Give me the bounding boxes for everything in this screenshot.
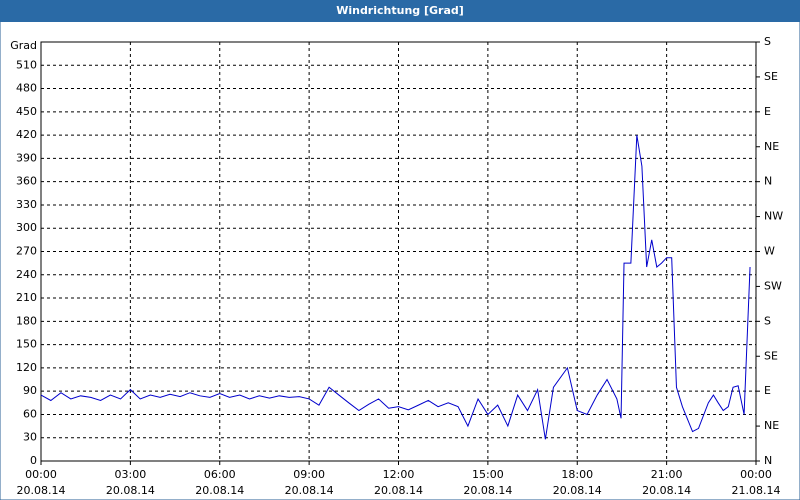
y-tick-label: 240 bbox=[16, 268, 37, 281]
y-tick-label: 150 bbox=[16, 338, 37, 351]
x-tick-label: 20.08.14 bbox=[374, 484, 423, 497]
y2-tick-label: S bbox=[764, 314, 771, 327]
y2-tick-label: W bbox=[764, 245, 775, 258]
y2-tick-label: SE bbox=[764, 70, 778, 83]
y-tick-label: 480 bbox=[16, 82, 37, 95]
x-tick-label: 20.08.14 bbox=[17, 484, 66, 497]
chart-title: Windrichtung [Grad] bbox=[336, 4, 464, 17]
y-tick-label: 360 bbox=[16, 175, 37, 188]
y2-tick-label: SE bbox=[764, 349, 778, 362]
x-tick-label: 06:00 bbox=[204, 468, 236, 481]
y-tick-label: 60 bbox=[23, 407, 37, 420]
x-tick-label: 15:00 bbox=[472, 468, 504, 481]
y-axis-label: Grad bbox=[10, 39, 37, 52]
y2-tick-label: S bbox=[764, 35, 771, 48]
x-tick-label: 20.08.14 bbox=[642, 484, 691, 497]
x-tick-label: 00:00 bbox=[25, 468, 57, 481]
y-tick-label: 420 bbox=[16, 128, 37, 141]
y2-tick-label: E bbox=[764, 105, 771, 118]
x-tick-label: 20.08.14 bbox=[195, 484, 244, 497]
y-tick-label: 30 bbox=[23, 431, 37, 444]
x-tick-label: 20.08.14 bbox=[285, 484, 334, 497]
y2-tick-label: E bbox=[764, 384, 771, 397]
y-tick-label: 300 bbox=[16, 221, 37, 234]
title-bar bbox=[0, 0, 800, 22]
x-tick-label: 21:00 bbox=[651, 468, 683, 481]
data-line bbox=[40, 135, 751, 440]
y-tick-label: 0 bbox=[30, 454, 37, 467]
y-tick-label: 270 bbox=[16, 245, 37, 258]
x-tick-label: 20.08.14 bbox=[553, 484, 602, 497]
x-tick-label: 20.08.14 bbox=[463, 484, 512, 497]
x-tick-label: 03:00 bbox=[115, 468, 147, 481]
x-tick-label: 00:00 bbox=[740, 468, 772, 481]
y-tick-label: 390 bbox=[16, 151, 37, 164]
y2-tick-label: NE bbox=[764, 419, 779, 432]
y-tick-label: 180 bbox=[16, 314, 37, 327]
y-tick-label: 90 bbox=[23, 384, 37, 397]
x-tick-label: 21.08.14 bbox=[732, 484, 781, 497]
x-tick-label: 12:00 bbox=[383, 468, 415, 481]
y-tick-label: 210 bbox=[16, 291, 37, 304]
y2-tick-label: NE bbox=[764, 140, 779, 153]
y-tick-label: 450 bbox=[16, 105, 37, 118]
y2-tick-label: NW bbox=[764, 210, 783, 223]
y-tick-label: 330 bbox=[16, 198, 37, 211]
x-tick-label: 09:00 bbox=[293, 468, 325, 481]
y2-tick-label: N bbox=[764, 454, 772, 467]
y-tick-label: 510 bbox=[16, 58, 37, 71]
y2-tick-label: SW bbox=[764, 279, 782, 292]
x-tick-label: 20.08.14 bbox=[106, 484, 155, 497]
x-tick-label: 18:00 bbox=[561, 468, 593, 481]
y2-tick-label: N bbox=[764, 175, 772, 188]
y-tick-label: 120 bbox=[16, 361, 37, 374]
